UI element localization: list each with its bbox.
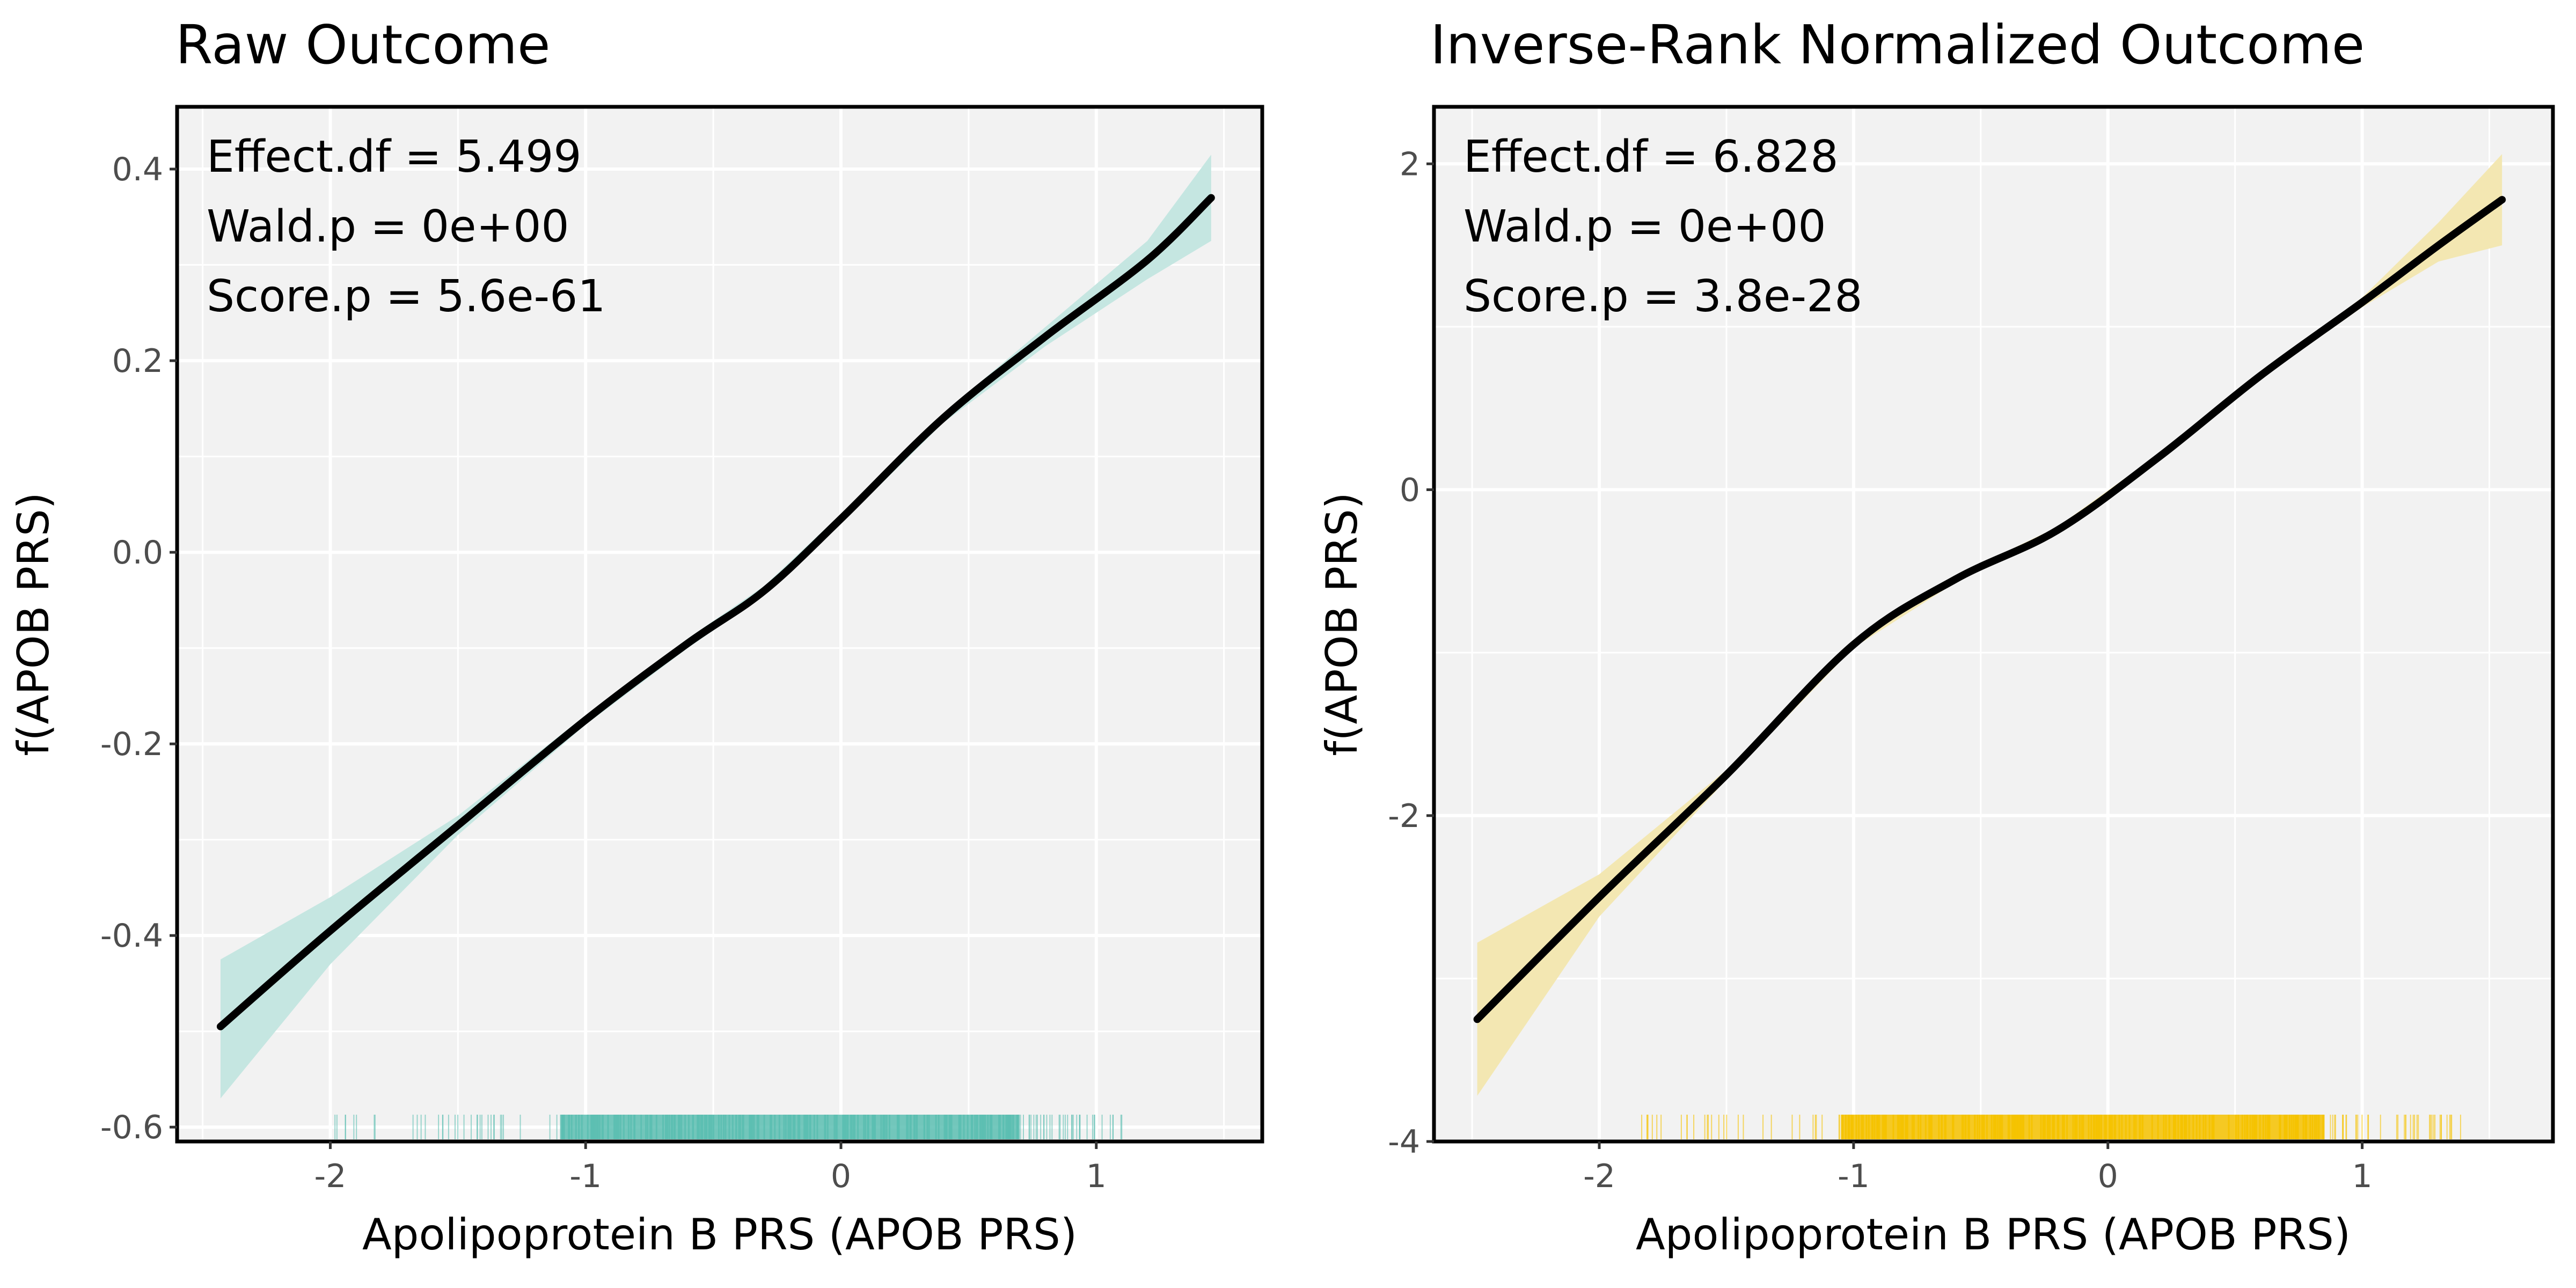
y-tick-label: -0.2 — [100, 726, 163, 763]
x-tick-label: 0 — [2098, 1158, 2118, 1195]
plot-border — [1432, 105, 2555, 1144]
plot-border — [175, 105, 1264, 1144]
chart-title: Raw Outcome — [175, 13, 551, 76]
x-tick-label: -1 — [1838, 1158, 1870, 1195]
fit-line-path — [216, 194, 1215, 1030]
x-axis-title: Apolipoprotein B PRS (APOB PRS) — [362, 1210, 1077, 1260]
x-axis-title: Apolipoprotein B PRS (APOB PRS) — [1636, 1210, 2351, 1260]
x-tick-label: -2 — [314, 1158, 347, 1195]
y-axis-title: f(APOB PRS) — [1317, 492, 1367, 756]
annotation-effect-df: Effect.df = 6.828 — [1463, 131, 1839, 182]
y-tick-label: 2 — [1400, 145, 1420, 183]
y-tick-label: 0.2 — [112, 342, 163, 380]
fit-line — [216, 194, 1215, 1030]
y-tick-label: -4 — [1388, 1123, 1420, 1161]
x-tick-label: -1 — [569, 1158, 602, 1195]
rug-marks — [334, 1115, 1123, 1139]
x-tick-label: -2 — [1583, 1158, 1615, 1195]
panel-inverse-rank-normalized-outcome: Inverse-Rank Normalized Outcome -2 -1 0 1 -4… — [1317, 13, 2555, 1260]
chart-title: Inverse-Rank Normalized Outcome — [1430, 13, 2365, 76]
y-axis-title: f(APOB PRS) — [9, 492, 58, 756]
panel-raw-outcome: Raw Outcome -2 -1 0 1-0.6-0.4-0.20.00.20.4 … — [9, 13, 1264, 1260]
y-tick-label: -0.6 — [100, 1109, 163, 1146]
annotation-wald-p: Wald.p = 0e+00 — [207, 201, 569, 252]
x-tick-label: 1 — [1086, 1158, 1107, 1195]
y-tick-label: -2 — [1388, 797, 1420, 835]
y-tick-label: 0 — [1400, 472, 1420, 509]
annotation-score-p: Score.p = 3.8e-28 — [1463, 271, 1862, 322]
x-tick-label: 1 — [2352, 1158, 2373, 1195]
axis-ticks: -2 -1 0 1 -4 -2 0 2 — [1388, 145, 2373, 1195]
y-tick-label: 0.0 — [112, 534, 163, 572]
annotation-score-p: Score.p = 5.6e-61 — [207, 271, 605, 322]
x-tick-label: 0 — [831, 1158, 851, 1195]
fit-line-path — [1473, 196, 2506, 1023]
fit-line — [1473, 196, 2506, 1023]
plot-background — [1434, 107, 2553, 1141]
annotation-effect-df: Effect.df = 5.499 — [207, 131, 582, 182]
annotation-wald-p: Wald.p = 0e+00 — [1463, 201, 1826, 252]
axis-ticks: -2 -1 0 1 -0.6 -0.4 -0.2 0.0 0.2 0.4 — [100, 151, 1107, 1195]
y-tick-label: -0.4 — [100, 917, 163, 955]
y-tick-label: 0.4 — [112, 151, 163, 188]
rug-marks — [1641, 1115, 2461, 1139]
